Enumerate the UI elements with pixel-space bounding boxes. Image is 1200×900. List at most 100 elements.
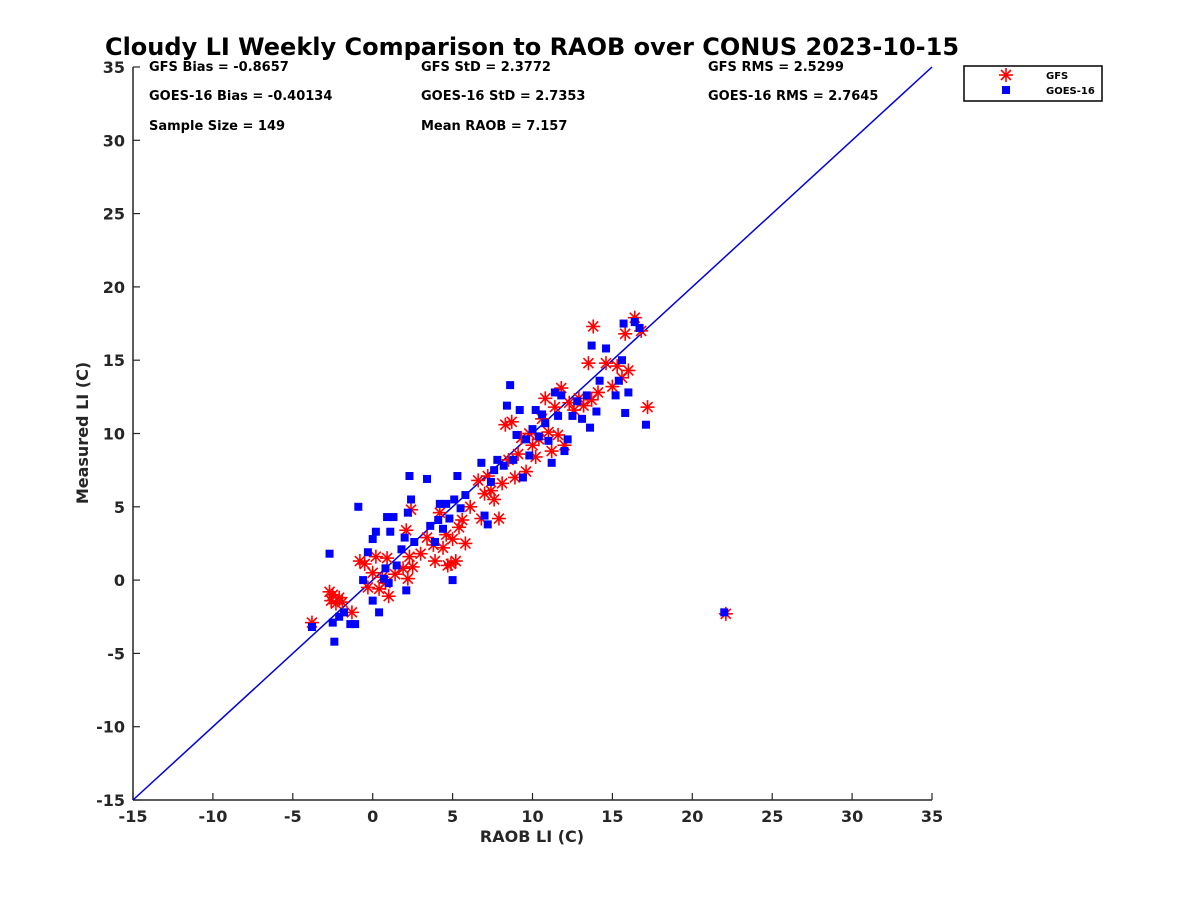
goes16-point (439, 524, 448, 533)
gfs-point (538, 391, 553, 406)
goes16-point (403, 508, 412, 517)
x-axis-label: RAOB LI (C) (480, 827, 584, 846)
x-tick-label: 0 (367, 807, 378, 826)
goes16-point (560, 447, 569, 456)
series-gfs (304, 310, 733, 630)
goes16-point (614, 376, 623, 385)
goes16-point (434, 515, 443, 524)
goes16-point (515, 406, 524, 415)
gfs-point (458, 536, 473, 551)
legend-goes16-label: GOES-16 (1046, 86, 1095, 97)
goes16-point (568, 411, 577, 420)
goes16-point (383, 513, 392, 522)
goes16-point (392, 561, 401, 570)
goes16-point (587, 341, 596, 350)
goes16-point (525, 451, 534, 460)
gfs-point (551, 427, 566, 442)
stat-gfs-rms: GFS RMS = 2.5299 (708, 60, 844, 75)
gfs-point (487, 492, 502, 507)
goes16-point (445, 514, 454, 523)
goes16-point (602, 344, 611, 353)
goes16-point (402, 586, 411, 595)
goes16-point (407, 495, 416, 504)
goes16-point (512, 430, 521, 439)
goes16-point (554, 411, 563, 420)
legend-gfs-label: GFS (1046, 71, 1068, 82)
gfs-point (463, 499, 478, 514)
goes16-point (405, 472, 414, 481)
goes16-point (635, 323, 644, 332)
y-tick-label: 30 (103, 131, 125, 150)
goes16-point (506, 381, 515, 390)
y-tick-label: 25 (103, 205, 125, 224)
goes16-point (328, 618, 337, 627)
x-tick-label: -10 (198, 807, 227, 826)
x-tick-label: 10 (521, 807, 543, 826)
y-tick-label: 0 (114, 571, 125, 590)
stat-gfs-std: GFS StD = 2.3772 (421, 60, 551, 75)
goes16-point (461, 491, 470, 500)
goes16-point (339, 608, 348, 617)
goes16-point (490, 466, 499, 475)
gfs-point (491, 511, 506, 526)
gfs-point (455, 512, 470, 527)
goes16-point (544, 436, 553, 445)
goes16-point (595, 376, 604, 385)
y-tick-label: -10 (96, 718, 125, 737)
goes16-point (480, 511, 489, 520)
goes16-point (617, 356, 626, 365)
goes16-point (578, 414, 587, 423)
gfs-point (618, 326, 633, 341)
goes16-point (456, 504, 465, 513)
goes16-point (624, 388, 633, 397)
gfs-point (544, 444, 559, 459)
goes16-point (611, 391, 620, 400)
goes16-point (389, 513, 398, 522)
y-tick-label: -5 (107, 644, 125, 663)
goes16-point (354, 502, 363, 511)
goes16-point (397, 545, 406, 554)
gfs-point (405, 559, 420, 574)
goes16-point (368, 535, 377, 544)
x-tick-label: 25 (761, 807, 783, 826)
goes16-point (486, 477, 495, 486)
goes16-point (375, 608, 384, 617)
goes16-point (448, 576, 457, 585)
goes16-point (371, 527, 380, 536)
x-tick-label: 20 (681, 807, 703, 826)
stat-goes-rms: GOES-16 RMS = 2.7645 (708, 89, 878, 104)
goes16-point (499, 461, 508, 470)
goes16-point (477, 458, 486, 467)
goes16-point (522, 435, 531, 444)
goes16-point (423, 474, 432, 483)
goes16-point (541, 419, 550, 428)
y-tick-label: -15 (96, 791, 125, 810)
x-tick-label: -15 (119, 807, 148, 826)
goes16-point (518, 473, 527, 482)
goes16-point (528, 425, 537, 434)
gfs-point (400, 571, 415, 586)
goes16-point (384, 579, 393, 588)
goes16-point (582, 391, 591, 400)
gfs-point (388, 567, 403, 582)
axis-ticks: -15 -10 -5 0 5 10 15 20 25 30 35 -15 -10 -5 0 5 10 15 20 25… (96, 58, 943, 826)
goes16-point (386, 527, 395, 536)
y-tick-label: 20 (103, 278, 125, 297)
goes16-point (410, 537, 419, 546)
x-tick-label: 5 (447, 807, 458, 826)
goes16-point (335, 612, 344, 621)
goes16-point (630, 318, 639, 327)
goes16-point (450, 495, 459, 504)
goes16-point (538, 410, 547, 419)
goes16-point (442, 499, 451, 508)
goes16-point (435, 499, 444, 508)
goes16-point (621, 408, 630, 417)
gfs-point (380, 551, 395, 566)
goes16-point (307, 623, 316, 632)
series-goes16 (307, 318, 729, 646)
stat-sample-size: Sample Size = 149 (149, 119, 285, 134)
stat-goes-bias: GOES-16 Bias = -0.40134 (149, 89, 332, 104)
gfs-point (413, 546, 428, 561)
goes16-point (483, 520, 492, 529)
